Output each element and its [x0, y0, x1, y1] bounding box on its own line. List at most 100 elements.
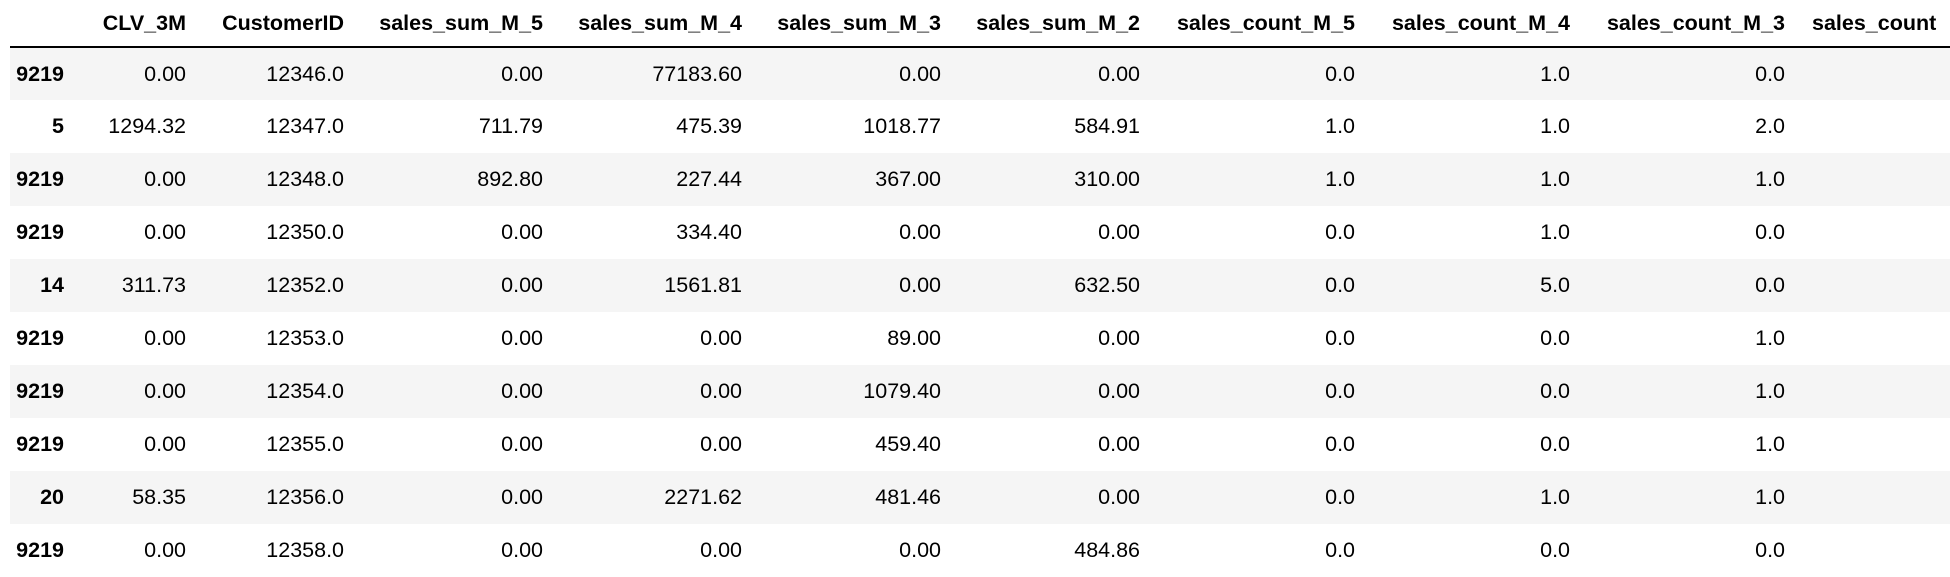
table-cell: 12353.0	[266, 326, 344, 350]
table-cell	[1798, 206, 1950, 259]
table-cell: 0.0	[1540, 379, 1570, 403]
column-header: sales_count	[1798, 0, 1950, 48]
table-cell: 0.00	[144, 326, 186, 350]
table-cell: 1.0	[1540, 220, 1570, 244]
table-row: 14 311.73 12352.0 0.00 1561.81 0.00 632.50 0.0 5…	[10, 259, 1950, 312]
table-cell: 0.00	[501, 273, 543, 297]
table-cell: 0.00	[1098, 379, 1140, 403]
table-cell: 892.80	[477, 167, 543, 191]
table-cell: 89.00	[887, 326, 941, 350]
table-cell: 310.00	[1074, 167, 1140, 191]
table-cell: 0.00	[501, 485, 543, 509]
table-cell: 0.00	[700, 432, 742, 456]
table-cell: 0.0	[1325, 326, 1355, 350]
table-cell: 12356.0	[266, 485, 344, 509]
table-cell: 0.00	[899, 61, 941, 86]
table-cell: 0.00	[1098, 485, 1140, 509]
dataframe-table: CLV_3M CustomerID sales_sum_M_5 sales_sum_M…	[10, 0, 1950, 577]
table-cell: 1.0	[1755, 326, 1785, 350]
table-cell: 0.00	[1098, 326, 1140, 350]
table-cell: 12352.0	[266, 273, 344, 297]
row-index: 9219	[16, 538, 64, 562]
table-cell: 5.0	[1540, 273, 1570, 297]
row-index: 9219	[16, 326, 64, 350]
table-cell: 1.0	[1755, 485, 1785, 509]
table-cell: 334.40	[676, 220, 742, 244]
table-cell: 0.00	[899, 538, 941, 562]
table-cell: 0.0	[1540, 538, 1570, 562]
table-cell: 12350.0	[266, 220, 344, 244]
table-cell: 227.44	[676, 167, 742, 191]
table-cell: 1.0	[1540, 114, 1570, 138]
table-cell: 0.00	[1098, 220, 1140, 244]
table-row: 9219 0.00 12353.0 0.00 0.00 89.00 0.00 0.0 0.0 1.…	[10, 312, 1950, 365]
column-header: sales_sum_M_5	[357, 0, 556, 48]
table-cell: 1.0	[1755, 379, 1785, 403]
table-cell: 12355.0	[266, 432, 344, 456]
table-cell: 1.0	[1540, 485, 1570, 509]
table-cell: 12346.0	[266, 61, 344, 86]
table-cell: 12348.0	[266, 167, 344, 191]
index-header	[10, 0, 77, 48]
table-cell: 0.00	[1098, 432, 1140, 456]
table-cell: 0.0	[1325, 61, 1355, 86]
table-cell: 0.0	[1540, 432, 1570, 456]
table-cell: 0.00	[501, 61, 543, 86]
dataframe-output: CLV_3M CustomerID sales_sum_M_5 sales_sum_M…	[10, 0, 1950, 577]
table-row: 9219 0.00 12358.0 0.00 0.00 0.00 484.86 0.0 0.0 0…	[10, 524, 1950, 577]
table-cell: 484.86	[1074, 538, 1140, 562]
table-cell: 459.40	[875, 432, 941, 456]
column-header: sales_count_M_4	[1368, 0, 1583, 48]
row-index: 9219	[16, 220, 64, 244]
table-cell: 0.00	[700, 379, 742, 403]
table-cell	[1798, 471, 1950, 524]
row-index: 9219	[16, 432, 64, 456]
table-cell: 1018.77	[863, 114, 941, 138]
table-cell: 0.0	[1755, 61, 1785, 86]
table-cell: 0.0	[1325, 379, 1355, 403]
table-cell: 1.0	[1755, 432, 1785, 456]
table-cell: 0.00	[501, 432, 543, 456]
table-cell: 0.00	[144, 538, 186, 562]
table-cell: 0.0	[1540, 326, 1570, 350]
column-header: CustomerID	[199, 0, 357, 48]
table-row: 20 58.35 12356.0 0.00 2271.62 481.46 0.00 0.0 1.…	[10, 471, 1950, 524]
table-cell: 0.0	[1755, 273, 1785, 297]
table-cell: 632.50	[1074, 273, 1140, 297]
table-cell: 1.0	[1755, 167, 1785, 191]
table-cell: 1.0	[1540, 167, 1570, 191]
table-cell	[1798, 100, 1950, 153]
table-cell: 1.0	[1540, 61, 1570, 86]
table-cell	[1798, 418, 1950, 471]
table-cell: 0.0	[1325, 220, 1355, 244]
table-cell	[1798, 365, 1950, 418]
table-cell: 0.00	[144, 61, 186, 86]
column-header: sales_count_M_5	[1153, 0, 1368, 48]
table-cell: 0.0	[1325, 485, 1355, 509]
column-header: sales_sum_M_4	[556, 0, 755, 48]
table-cell: 0.00	[144, 432, 186, 456]
table-row: 9219 0.00 12350.0 0.00 334.40 0.00 0.00 0.0 1.0 0…	[10, 206, 1950, 259]
table-cell: 1561.81	[664, 273, 742, 297]
table-body: 9219 0.00 12346.0 0.00 77183.60 0.00 0.00 0.0 1.…	[10, 47, 1950, 577]
table-cell: 0.00	[899, 273, 941, 297]
table-cell	[1798, 312, 1950, 365]
row-index: 5	[52, 114, 64, 138]
table-cell: 311.73	[121, 273, 186, 297]
table-cell: 77183.60	[652, 61, 742, 86]
table-cell: 0.00	[700, 538, 742, 562]
table-cell: 2.0	[1755, 114, 1785, 138]
table-row: 9219 0.00 12354.0 0.00 0.00 1079.40 0.00 0.0 0.0…	[10, 365, 1950, 418]
table-cell: 0.0	[1325, 538, 1355, 562]
table-cell: 0.00	[144, 220, 186, 244]
table-cell: 12358.0	[266, 538, 344, 562]
table-cell: 0.00	[501, 379, 543, 403]
table-cell: 0.0	[1755, 538, 1785, 562]
table-cell: 0.00	[899, 220, 941, 244]
table-cell	[1798, 524, 1950, 577]
table-cell: 1.0	[1325, 114, 1355, 138]
table-cell: 481.46	[875, 485, 941, 509]
table-cell: 0.00	[501, 538, 543, 562]
column-header: CLV_3M	[77, 0, 199, 48]
table-cell: 12347.0	[266, 114, 344, 138]
